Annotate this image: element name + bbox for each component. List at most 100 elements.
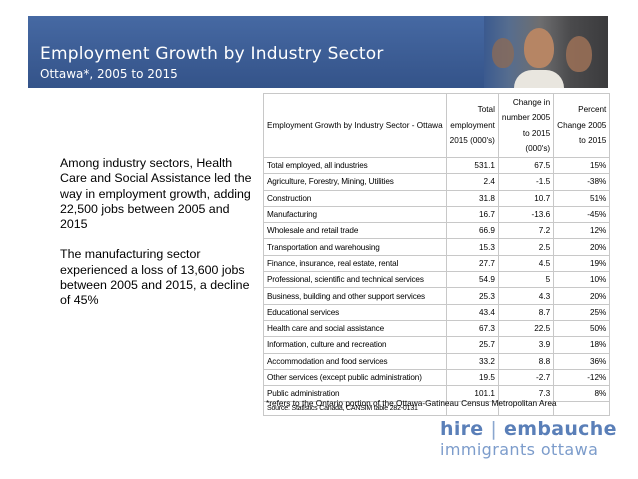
face-shape	[524, 28, 554, 68]
logo-hire: hire	[440, 418, 484, 440]
header-total-line: Total	[477, 105, 495, 115]
logo-line1: hire | embauche	[440, 418, 617, 440]
table-row: Business, building and other support ser…	[263, 287, 611, 305]
employment-table: Employment Growth by Industry Sector - O…	[263, 93, 611, 417]
cell-percent: 19%	[553, 254, 611, 273]
cell-total: 54.9	[445, 271, 499, 289]
table-row: Transportation and warehousing 15.3 2.5 20%	[263, 238, 611, 256]
cell-change: 7.2	[497, 222, 555, 240]
logo-separator: |	[490, 418, 498, 440]
hire-immigrants-ottawa-logo: hire | embauche immigrants ottawa	[440, 418, 616, 462]
cell-percent: 15%	[553, 156, 611, 175]
cell-change: 4.5	[497, 254, 555, 273]
people-photo	[484, 16, 608, 88]
cell-change: 3.9	[497, 336, 555, 354]
cell-sector: Agriculture, Forestry, Mining, Utilities	[263, 173, 447, 191]
table-row: Accommodation and food services 33.2 8.8 36…	[263, 352, 611, 370]
cell-sector: Information, culture and recreation	[263, 336, 447, 354]
cell-sector: Finance, insurance, real estate, rental	[263, 254, 447, 273]
logo-embauche: embauche	[504, 418, 617, 440]
cell-change: 22.5	[497, 319, 555, 338]
shirt-shape	[514, 70, 564, 88]
page-subtitle: Ottawa*, 2005 to 2015	[40, 67, 178, 81]
cell-total: 16.7	[445, 205, 499, 224]
source-empty-cell	[445, 401, 499, 417]
cell-sector: Accommodation and food services	[263, 352, 447, 370]
cell-total: 19.5	[445, 368, 499, 387]
table-row: Wholesale and retail trade 66.9 7.2 12%	[263, 222, 611, 240]
cell-percent: 25%	[553, 303, 611, 321]
cell-percent: -45%	[553, 205, 611, 224]
header-percent: Percent Change 2005 to 2015	[553, 93, 611, 158]
table-row: Information, culture and recreation 25.7 3…	[263, 336, 611, 354]
source-row: Source: Statistics Canada, CANSIM table …	[263, 401, 611, 417]
table-row: Health care and social assistance 67.3 22.…	[263, 319, 611, 338]
cell-sector: Wholesale and retail trade	[263, 222, 447, 240]
page-title: Employment Growth by Industry Sector	[40, 44, 384, 64]
header-change: Change in number 2005 to 2015 (000's)	[497, 93, 555, 158]
cell-sector: Health care and social assistance	[263, 319, 447, 338]
table-row: Manufacturing 16.7 -13.6 -45%	[263, 205, 611, 224]
cell-change: -1.5	[497, 173, 555, 191]
cell-change: 4.3	[497, 287, 555, 305]
table-row: Total employed, all industries 531.1 67.5 1…	[263, 156, 611, 175]
table-row: Agriculture, Forestry, Mining, Utilities…	[263, 173, 611, 191]
cell-total: 27.7	[445, 254, 499, 273]
cell-change: -2.7	[497, 368, 555, 387]
cell-total: 31.8	[445, 189, 499, 207]
cell-sector: Construction	[263, 189, 447, 207]
table-row: Educational services 43.4 8.7 25%	[263, 303, 611, 321]
face-shape	[566, 36, 592, 72]
footnote: *refers to the Ontario portion of the Ot…	[266, 398, 557, 408]
table-row: Other services (except public administra…	[263, 368, 611, 387]
cell-percent: -12%	[553, 368, 611, 387]
table-row: Professional, scientific and technical s…	[263, 271, 611, 289]
header-change-line: to 2015	[522, 128, 551, 138]
cell-percent: -38%	[553, 173, 611, 191]
cell-change: 8.8	[497, 352, 555, 370]
cell-total: 66.9	[445, 222, 499, 240]
summary-paragraph-health: Among industry sectors, Health Care and …	[60, 156, 252, 232]
table-row: Construction 31.8 10.7 51%	[263, 189, 611, 207]
header-total: Total employment 2015 (000's)	[445, 93, 499, 158]
cell-sector: Professional, scientific and technical s…	[263, 271, 447, 289]
summary-paragraph-manufacturing: The manufacturing sector experienced a l…	[60, 247, 250, 308]
cell-percent: 8%	[553, 385, 611, 403]
cell-percent: 51%	[553, 189, 611, 207]
cell-percent: 20%	[553, 287, 611, 305]
source-empty-cell	[553, 401, 611, 417]
cell-total: 101.1	[445, 385, 499, 403]
header-change-line: (000's)	[525, 144, 551, 153]
face-shape	[492, 38, 514, 68]
cell-percent: 20%	[553, 238, 611, 256]
cell-sector: Transportation and warehousing	[263, 238, 447, 256]
logo-line2: immigrants ottawa	[440, 440, 599, 459]
cell-change: 7.3	[497, 385, 555, 403]
cell-percent: 18%	[553, 336, 611, 354]
cell-total: 2.4	[445, 173, 499, 191]
cell-change: 10.7	[497, 189, 555, 207]
cell-change: 8.7	[497, 303, 555, 321]
cell-sector: Public administration	[263, 385, 447, 403]
header-change-line: Change in	[512, 97, 551, 107]
cell-sector: Other services (except public administra…	[263, 368, 447, 387]
header-percent-line: Change 2005	[557, 120, 607, 130]
summary-text: Among industry sectors, Health Care and …	[60, 156, 260, 324]
cell-change: -13.6	[497, 205, 555, 224]
cell-percent: 12%	[553, 222, 611, 240]
cell-change: 67.5	[497, 156, 555, 175]
cell-total: 67.3	[445, 319, 499, 338]
cell-total: 43.4	[445, 303, 499, 321]
cell-total: 531.1	[445, 156, 499, 175]
header-change-line: number 2005	[501, 113, 551, 122]
cell-total: 33.2	[445, 352, 499, 370]
cell-sector: Business, building and other support ser…	[263, 287, 447, 305]
cell-total: 15.3	[445, 238, 499, 256]
title-banner: Employment Growth by Industry Sector Ott…	[28, 16, 608, 88]
header-total-line: employment	[450, 120, 495, 130]
header-sector: Employment Growth by Industry Sector - O…	[263, 93, 447, 158]
header-percent-line: Percent	[578, 105, 607, 115]
cell-sector: Educational services	[263, 303, 447, 321]
header-total-line: 2015 (000's)	[449, 136, 495, 146]
table-row: Finance, insurance, real estate, rental 2…	[263, 254, 611, 273]
